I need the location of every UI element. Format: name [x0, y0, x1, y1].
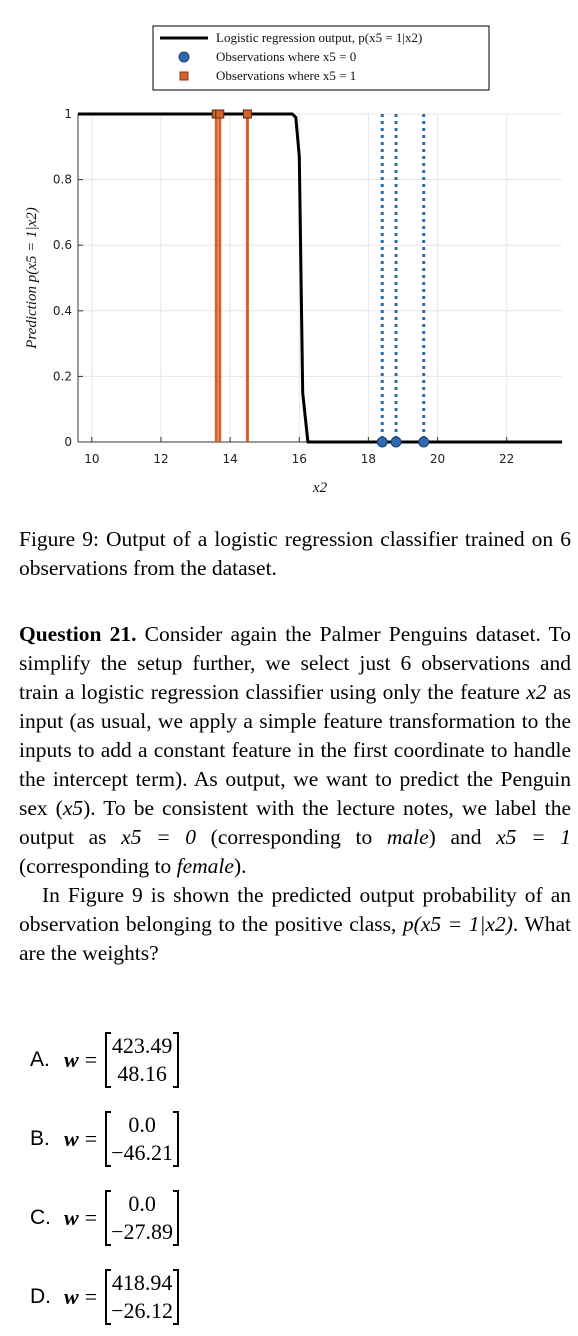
- weight-symbol: w: [64, 1125, 79, 1151]
- option-letter: A.: [30, 1047, 50, 1071]
- figure-caption-text: Figure 9: Output of a logistic regressio…: [19, 527, 571, 580]
- chart-legend: Logistic regression output, p(x5 = 1|x2)…: [152, 25, 490, 91]
- logistic-regression-figure: Logistic regression output, p(x5 = 1|x2)…: [0, 0, 578, 510]
- x-tick-label: 12: [153, 452, 168, 466]
- weight-vector: 0.0 −27.89: [105, 1189, 180, 1246]
- equals-sign: =: [84, 1204, 98, 1230]
- question-text-f: (corresponding to: [19, 854, 177, 878]
- option-c[interactable]: C. w = 0.0 −27.89: [30, 1178, 430, 1257]
- math-eq1: x5 = 1: [496, 825, 571, 849]
- y-tick-label: 0.8: [53, 173, 72, 187]
- legend-label-class1: Observations where x5 = 1: [216, 68, 356, 83]
- question-text-d: (corresponding to: [196, 825, 387, 849]
- question-label: Question 21.: [19, 622, 137, 646]
- y-tick-label: 0.4: [53, 304, 72, 318]
- weight-symbol: w: [64, 1046, 79, 1072]
- legend-circle-swatch: [178, 51, 190, 63]
- legend-square-swatch: [179, 71, 189, 81]
- math-probability: p(x5 = 1|x2): [402, 912, 513, 936]
- weight-slope: −26.12: [111, 1297, 174, 1323]
- question-text-p2b: . What are the weights?: [19, 912, 571, 965]
- option-a[interactable]: A. w = 423.49 48.16: [30, 1020, 430, 1099]
- logistic-curve: [78, 112, 562, 444]
- y-axis-label: Prediction p(x5 = 1|x2): [24, 207, 40, 350]
- option-d[interactable]: D. w = 418.94 −26.12: [30, 1257, 430, 1336]
- weight-intercept: 0.0: [128, 1190, 156, 1216]
- class0-point: [376, 436, 388, 448]
- word-male: male: [386, 825, 429, 849]
- class1-point: [215, 109, 225, 119]
- y-tick-label: 1: [64, 107, 72, 121]
- option-letter: B.: [30, 1126, 50, 1150]
- option-b[interactable]: B. w = 0.0 −46.21: [30, 1099, 430, 1178]
- question-paragraph-2: In Figure 9 is shown the predicted outpu…: [19, 881, 571, 968]
- weight-symbol: w: [64, 1204, 79, 1230]
- question-block: Question 21. Consider again the Palmer P…: [19, 620, 571, 968]
- weight-slope: −27.89: [111, 1218, 174, 1244]
- x-tick-label: 22: [499, 452, 514, 466]
- x-tick-label: 20: [430, 452, 445, 466]
- question-text-e: ) and: [428, 825, 497, 849]
- weight-slope: 48.16: [117, 1060, 167, 1086]
- legend-label-class0: Observations where x5 = 0: [216, 49, 356, 64]
- class1-point: [242, 109, 252, 119]
- class0-point: [418, 436, 430, 448]
- option-letter: D.: [30, 1284, 51, 1308]
- question-text-c: ). To be consistent with the lecture not…: [19, 796, 571, 849]
- y-tick-label: 0: [64, 435, 72, 449]
- weight-intercept: 423.49: [111, 1032, 173, 1058]
- class0-point: [390, 436, 402, 448]
- equals-sign: =: [84, 1283, 98, 1309]
- y-tick-label: 0.6: [53, 238, 72, 252]
- legend-frame: [152, 25, 490, 91]
- equals-sign: =: [84, 1125, 98, 1151]
- word-female: female: [176, 854, 234, 878]
- weight-vector: 418.94 −26.12: [105, 1268, 180, 1325]
- chart-svg: Logistic regression output, p(x5 = 1|x2)…: [24, 25, 562, 496]
- x-axis-label: x2: [312, 480, 328, 496]
- answer-options: A. w = 423.49 48.16 B. w = 0.0 −46.21 C.…: [30, 1020, 430, 1336]
- plot-area: 10 12 14 16 18 20 22 0 0.2 0.4 0.6 0.8 1: [53, 107, 562, 466]
- x-tick-label: 14: [222, 452, 237, 466]
- weight-intercept: 0.0: [128, 1111, 156, 1137]
- weight-intercept: 418.94: [111, 1269, 173, 1295]
- question-text-a: Consider again the Palmer Penguins datas…: [19, 622, 571, 704]
- math-eq0: x5 = 0: [121, 825, 197, 849]
- question-text-p2a: In Figure 9 is shown the predicted outpu…: [19, 883, 571, 936]
- equals-sign: =: [84, 1046, 98, 1072]
- x-tick-label: 16: [292, 452, 307, 466]
- figure-caption: Figure 9: Output of a logistic regressio…: [19, 525, 571, 583]
- x-tick-label: 18: [361, 452, 376, 466]
- legend-label-logistic: Logistic regression output, p(x5 = 1|x2): [216, 30, 422, 45]
- x-tick-label: 10: [84, 452, 99, 466]
- weight-slope: −46.21: [111, 1139, 174, 1165]
- question-paragraph-1: Question 21. Consider again the Palmer P…: [19, 620, 571, 881]
- question-text-b: as input (as usual, we apply a simple fe…: [19, 680, 571, 820]
- weight-vector: 423.49 48.16: [105, 1031, 180, 1088]
- question-text-g: ).: [233, 854, 247, 878]
- option-letter: C.: [30, 1205, 51, 1229]
- weight-vector: 0.0 −46.21: [105, 1110, 180, 1167]
- weight-symbol: w: [64, 1283, 79, 1309]
- math-x2: x2: [526, 680, 547, 704]
- y-tick-label: 0.2: [53, 369, 72, 383]
- math-x5: x5: [62, 796, 84, 820]
